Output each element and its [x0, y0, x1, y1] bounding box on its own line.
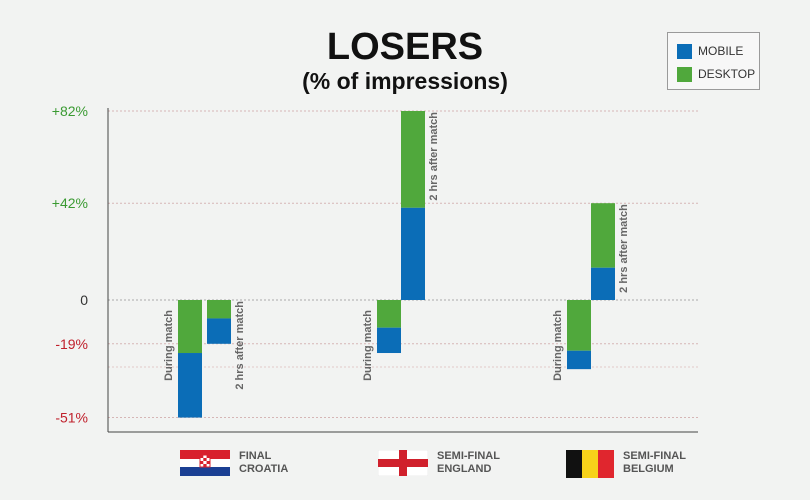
y-tick-label: +82%	[52, 103, 88, 119]
bar-label-during-belgium: During match	[552, 310, 564, 381]
bar-label-during-england: During match	[362, 310, 374, 381]
legend: MOBILE DESKTOP	[667, 32, 760, 90]
bar-mobile-england-after	[401, 207, 425, 300]
group-line1-england: SEMI-FINAL	[437, 450, 500, 462]
bar-label-after-croatia: 2 hrs after match	[234, 301, 246, 390]
legend-item-desktop: DESKTOP	[677, 66, 755, 82]
bar-mobile-belgium-during	[567, 350, 591, 370]
bar-desktop-croatia-after	[207, 300, 231, 319]
bar-mobile-croatia-after	[207, 318, 231, 344]
bar-desktop-belgium-after	[591, 203, 615, 268]
bar-label-after-england: 2 hrs after match	[428, 112, 440, 201]
legend-item-mobile: MOBILE	[677, 43, 743, 59]
chart-subtitle: (% of impressions)	[302, 68, 508, 94]
bar-label-during-croatia: During match	[163, 310, 175, 381]
group-text-belgium: SEMI-FINAL BELGIUM	[623, 450, 686, 476]
group-label-croatia: FINAL CROATIA	[180, 450, 288, 476]
y-tick-label: 0	[80, 292, 88, 308]
bar-desktop-croatia-during	[178, 300, 202, 354]
england-flag-icon	[378, 450, 428, 476]
croatia-flag-icon	[180, 450, 230, 476]
bar-desktop-england-after	[401, 110, 425, 208]
legend-label-desktop: DESKTOP	[698, 67, 756, 81]
chart-title: LOSERS	[326, 26, 484, 68]
bar-desktop-belgium-during	[567, 300, 591, 351]
legend-swatch-mobile	[677, 43, 692, 59]
y-tick-label: -19%	[55, 336, 88, 352]
y-tick-label: -51%	[55, 410, 88, 426]
group-line2-croatia: CROATIA	[239, 463, 289, 475]
y-tick-label: +42%	[52, 195, 88, 211]
bar-mobile-england-during	[377, 327, 401, 354]
legend-swatch-desktop	[677, 66, 692, 82]
belgium-flag-icon	[566, 450, 614, 478]
group-text-croatia: FINAL CROATIA	[239, 450, 288, 476]
bar-mobile-belgium-after	[591, 267, 615, 300]
group-line2-belgium: BELGIUM	[623, 463, 674, 475]
group-line2-england: ENGLAND	[437, 463, 492, 475]
bar-label-after-belgium: 2 hrs after match	[618, 204, 630, 293]
bar-mobile-croatia-during	[178, 353, 202, 418]
group-text-england: SEMI-FINAL ENGLAND	[437, 450, 500, 476]
legend-label-mobile: MOBILE	[698, 44, 744, 58]
group-label-belgium: SEMI-FINAL BELGIUM	[566, 450, 686, 478]
group-line1-belgium: SEMI-FINAL	[623, 450, 686, 462]
group-label-england: SEMI-FINAL ENGLAND	[378, 450, 500, 476]
bar-desktop-england-during	[377, 300, 401, 328]
group-line1-croatia: FINAL	[239, 450, 272, 462]
